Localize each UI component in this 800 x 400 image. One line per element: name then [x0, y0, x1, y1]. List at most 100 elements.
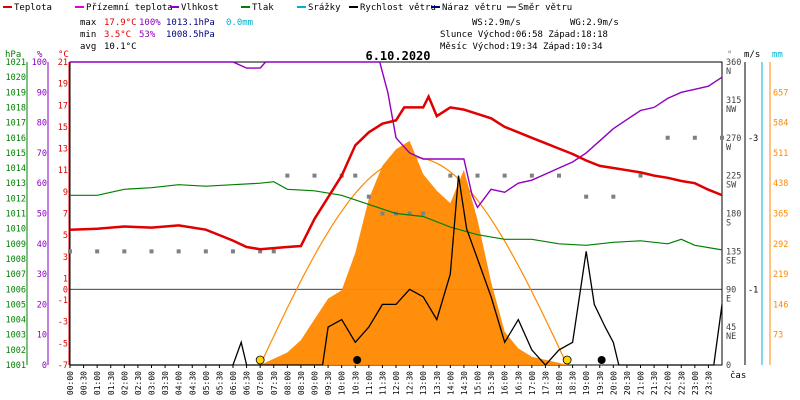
time-tick-label: 01:00	[93, 371, 102, 395]
pressure-line	[70, 181, 723, 251]
temp-tick-label: -3	[58, 318, 68, 328]
time-tick-label: 00:30	[80, 371, 89, 395]
stat-moon: Měsíc Východ:19:34 Západ:10:34	[440, 42, 603, 52]
wind-dir-point	[380, 211, 385, 216]
time-tick-label: 20:30	[623, 371, 632, 395]
time-tick-label: 05:30	[215, 371, 224, 395]
wind-dir-point	[638, 173, 643, 178]
temp-tick-label: 5	[63, 231, 68, 241]
stat-min-temp: 3.5°C	[104, 30, 131, 40]
sunset-marker	[562, 355, 572, 365]
stat-min-label: min	[80, 30, 96, 40]
stat-min-press: 1008.5hPa	[166, 30, 215, 40]
stat-max-press: 1013.1hPa	[166, 18, 215, 28]
stat-min-hum: 53%	[139, 30, 156, 40]
unit-mm: mm	[772, 50, 783, 60]
wind-dir-point	[407, 211, 412, 216]
hpa-tick-label: 1001	[6, 361, 26, 371]
legend-label: Teplota	[14, 3, 52, 13]
pct-tick-label: 20	[37, 300, 47, 310]
wind-dir-point	[68, 249, 72, 254]
ms-tick-label: -1	[748, 285, 758, 295]
wind-speed-line	[70, 175, 723, 366]
pct-tick-label: 80	[37, 119, 47, 129]
unit-degc: °C	[58, 50, 69, 60]
time-tick-label: 04:00	[175, 371, 184, 395]
time-tick-label: 15:30	[487, 371, 496, 395]
temp-tick-label: 3	[63, 253, 68, 263]
time-tick-label: 18:00	[555, 371, 564, 395]
dir-tick-label: NE	[726, 332, 736, 342]
hpa-tick-label: 1018	[6, 103, 26, 113]
dir-tick-label: 135	[726, 247, 741, 257]
stat-sun: Slunce Východ:06:58 Západ:18:18	[440, 30, 608, 40]
pct-tick-label: 100	[32, 58, 47, 68]
time-tick-label: 11:30	[378, 371, 387, 395]
time-tick-label: 10:00	[338, 371, 347, 395]
legend-label: Tlak	[252, 3, 274, 13]
stat-avg-label: avg	[80, 42, 96, 52]
stat-avg-temp: 10.1°C	[104, 42, 137, 52]
legend-label: Srážky	[308, 3, 341, 13]
hpa-tick-label: 1015	[6, 149, 26, 159]
time-tick-label: 17:30	[541, 371, 550, 395]
time-tick-label: 07:00	[256, 371, 265, 395]
axis-unit-labels: hPa % °C ° m/s mm čas	[5, 50, 783, 381]
time-tick-label: 23:00	[691, 371, 700, 395]
wind-dir-point	[271, 249, 276, 254]
hpa-tick-label: 1007	[6, 270, 26, 280]
unit-time: čas	[730, 370, 746, 381]
dir-tick-label: 180	[726, 210, 741, 220]
dir-tick-label: 90	[726, 285, 736, 295]
rad-tick-label: 146	[773, 300, 788, 310]
time-tick-label: 12:30	[406, 371, 415, 395]
dir-tick-label: SE	[726, 256, 736, 266]
time-tick-label: 23:30	[704, 371, 713, 395]
legend: Teplota Přízemní teplota Vlhkost Tlak Srážky…	[3, 3, 572, 13]
time-tick-label: 05:00	[202, 371, 211, 395]
pct-tick-label: 50	[37, 210, 47, 220]
sunrise-marker	[255, 355, 265, 365]
pct-tick-label: 10	[37, 331, 47, 341]
time-tick-label: 09:00	[311, 371, 320, 395]
legend-label: Rychlost větru	[360, 3, 436, 13]
rad-tick-label: 438	[773, 179, 788, 189]
time-tick-label: 13:00	[419, 371, 428, 395]
hpa-tick-label: 1021	[6, 58, 26, 68]
hpa-tick-label: 1013	[6, 179, 26, 189]
pct-tick-label: 90	[37, 88, 47, 98]
temp-tick-label: -7	[58, 361, 68, 371]
stat-wg: WG:2.9m/s	[570, 18, 619, 28]
time-tick-label: 20:00	[609, 371, 618, 395]
legend-label: Směr větru	[518, 3, 572, 13]
pct-tick-label: 60	[37, 179, 47, 189]
dir-tick-label: E	[726, 294, 731, 304]
dir-tick-label: 0	[726, 361, 731, 371]
hpa-tick-label: 1003	[6, 331, 26, 341]
stat-max-hum: 100%	[139, 18, 161, 28]
humidity-line	[70, 61, 723, 209]
unit-pct: %	[37, 50, 43, 60]
temp-tick-label: 7	[63, 210, 68, 220]
wind-dir-point	[502, 173, 507, 178]
hpa-tick-label: 1014	[6, 164, 26, 174]
hpa-tick-label: 1002	[6, 346, 26, 356]
time-tick-label: 03:00	[148, 371, 157, 395]
time-tick-label: 01:30	[107, 371, 116, 395]
wind-dir-point	[258, 249, 263, 254]
temp-tick-label: 15	[58, 123, 68, 133]
temp-tick-label: 19	[58, 80, 68, 90]
time-tick-label: 02:30	[134, 371, 143, 395]
time-tick-label: 06:00	[229, 371, 238, 395]
dir-tick-label: 270	[726, 134, 741, 144]
time-tick-label: 19:30	[596, 371, 605, 395]
hpa-tick-label: 1009	[6, 240, 26, 250]
wind-dir-point	[176, 249, 181, 254]
temp-tick-label: -1	[58, 296, 68, 306]
hpa-tick-label: 1005	[6, 300, 26, 310]
wind-dir-point	[122, 249, 127, 254]
wind-dir-point	[231, 249, 235, 254]
temp-tick-label: 0	[63, 285, 68, 295]
rad-tick-label: 292	[773, 240, 788, 250]
